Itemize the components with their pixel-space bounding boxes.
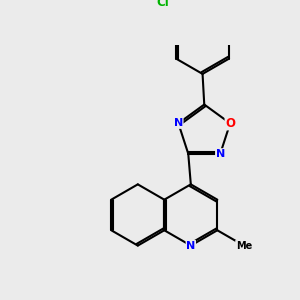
Text: Me: Me	[236, 241, 252, 250]
Text: N: N	[186, 241, 195, 250]
Text: N: N	[216, 149, 225, 159]
Text: N: N	[174, 118, 183, 128]
Text: Cl: Cl	[156, 0, 169, 9]
Text: O: O	[225, 117, 235, 130]
